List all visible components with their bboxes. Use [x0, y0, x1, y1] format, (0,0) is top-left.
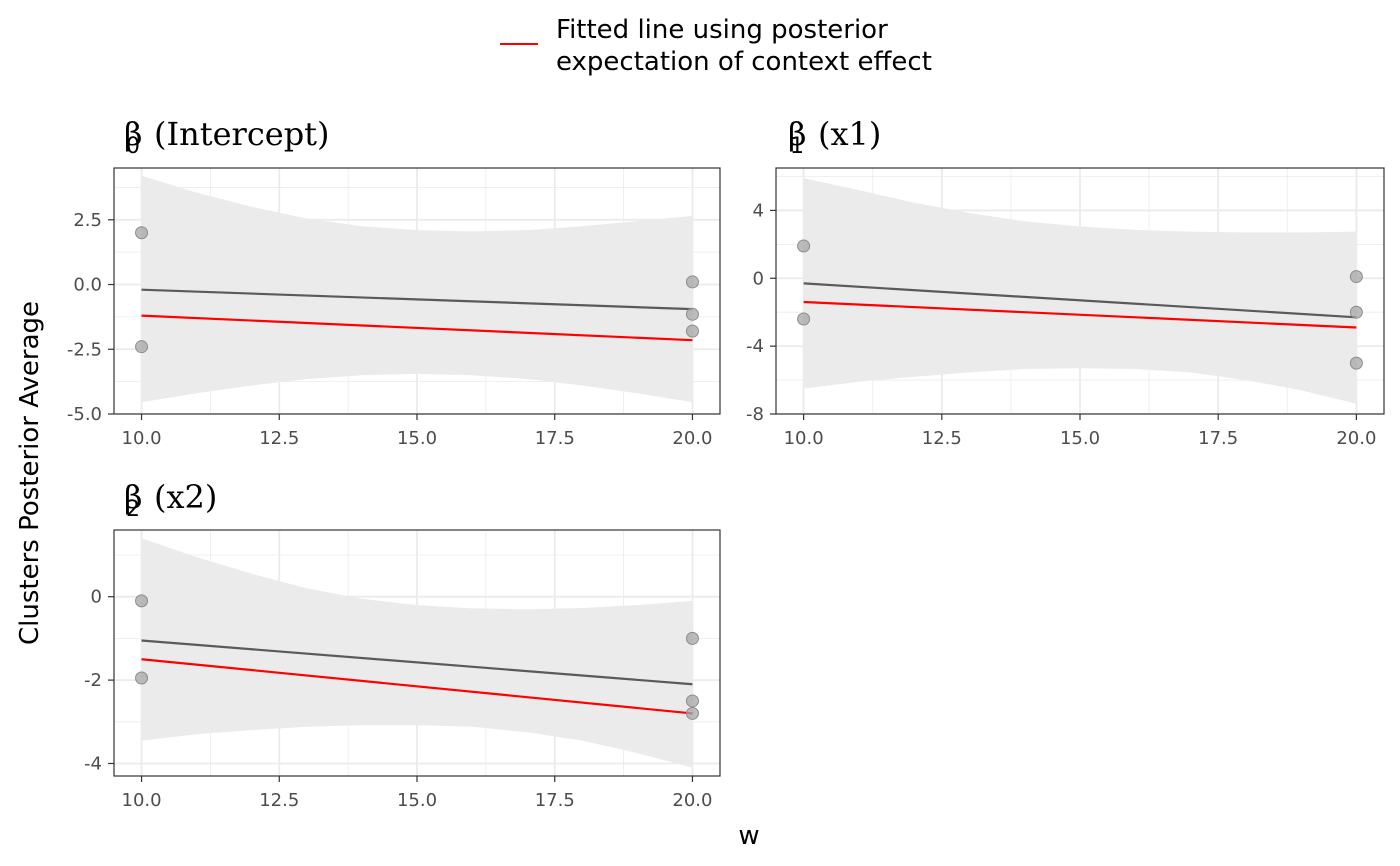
- panel-title-symbol: β: [788, 115, 807, 153]
- data-point: [685, 324, 699, 338]
- y-axis-title: Clusters Posterior Average: [15, 301, 45, 645]
- legend-label-line2: expectation of context effect: [556, 47, 932, 77]
- panel-title-term: (x2): [154, 478, 217, 516]
- data-point: [685, 307, 699, 321]
- data-point: [685, 275, 699, 289]
- fitted-line: [141, 658, 693, 715]
- plot-area: [135, 175, 699, 403]
- panel-1: 10.0 12.5 15.0 17.5 20.0 -8 -4 0 4 β1 (x1): [746, 115, 1385, 449]
- y-tick-label: -8: [746, 404, 764, 425]
- data-point: [135, 671, 149, 685]
- fitted-line: [803, 300, 1357, 329]
- data-point: [685, 706, 699, 720]
- facet-panels: 10.0 12.5 15.0 17.5 20.0-5.0-2.50.02.5β0 (Int…: [67, 115, 1385, 811]
- regression-line: [141, 639, 693, 686]
- y-tick-label: 0: [753, 268, 764, 289]
- panel-title-subscript: 2: [126, 497, 140, 522]
- x-axis-title: w: [738, 821, 759, 851]
- panel-title: β1 (x1): [788, 115, 881, 159]
- panel-title-symbol: β: [124, 478, 143, 516]
- legend-label-line1: Fitted line using posterior: [556, 15, 888, 45]
- y-tick-label: 0.0: [73, 275, 102, 296]
- legend: Fitted line using posterior expectation …: [500, 15, 932, 77]
- x-tick-label: 20.0: [672, 428, 712, 449]
- y-tick-label: -2.5: [67, 339, 102, 360]
- panel-title-term: (x1): [818, 115, 881, 153]
- plot-area: [797, 178, 1363, 404]
- x-tick-label: 17.5: [535, 428, 575, 449]
- y-tick-label: -4: [746, 336, 764, 357]
- data-point: [1349, 356, 1363, 370]
- y-tick-label: 4: [753, 200, 764, 221]
- plot-area: [135, 538, 699, 768]
- data-point: [1349, 270, 1363, 284]
- data-point: [797, 239, 811, 253]
- y-tick-label: -2: [84, 670, 102, 691]
- panel-0: 10.0 12.5 15.0 17.5 20.0 -5.0 -2.5 0.0 2.5 β0 (Int…: [67, 115, 721, 449]
- panel-title-subscript: 1: [790, 134, 804, 159]
- x-tick-label: 17.5: [535, 790, 575, 811]
- data-point: [797, 312, 811, 326]
- confidence-ribbon: [141, 538, 693, 768]
- x-tick-label: 20.0: [672, 790, 712, 811]
- confidence-ribbon: [141, 175, 693, 403]
- x-tick-label: 12.5: [259, 428, 299, 449]
- x-tick-label: 12.5: [922, 428, 962, 449]
- x-tick-label: 15.0: [397, 790, 437, 811]
- panel-title-term: (Intercept): [154, 115, 330, 153]
- data-point: [135, 340, 149, 354]
- data-point: [135, 226, 149, 240]
- regression-line: [803, 282, 1357, 319]
- data-point: [135, 594, 149, 608]
- regression-line: [141, 288, 693, 311]
- data-point: [1349, 305, 1363, 319]
- panel-2: 10.0 12.5 15.0 17.5 20.0 -4 -2 0 β2 (x2): [84, 478, 721, 811]
- fitted-line: [141, 314, 693, 342]
- panel-title: β2 (x2): [124, 478, 217, 522]
- y-tick-label: 0: [91, 587, 102, 608]
- x-tick-label: 12.5: [259, 790, 299, 811]
- panel-title-subscript: 0: [126, 134, 140, 159]
- x-tick-label: 17.5: [1198, 428, 1238, 449]
- confidence-ribbon: [803, 178, 1357, 404]
- y-tick-label: -4: [84, 753, 102, 774]
- panel-title: β0 (Intercept): [124, 115, 330, 159]
- panel-title-symbol: β: [124, 115, 143, 153]
- x-tick-label: 15.0: [1060, 428, 1100, 449]
- x-tick-label: 15.0: [397, 428, 437, 449]
- x-tick-label: 10.0: [122, 428, 162, 449]
- x-tick-label: 10.0: [784, 428, 824, 449]
- x-tick-label: 20.0: [1336, 428, 1376, 449]
- data-point: [685, 631, 699, 645]
- y-tick-label: -5.0: [67, 404, 102, 425]
- x-tick-label: 10.0: [122, 790, 162, 811]
- y-tick-label: 2.5: [73, 210, 102, 231]
- data-point: [685, 694, 699, 708]
